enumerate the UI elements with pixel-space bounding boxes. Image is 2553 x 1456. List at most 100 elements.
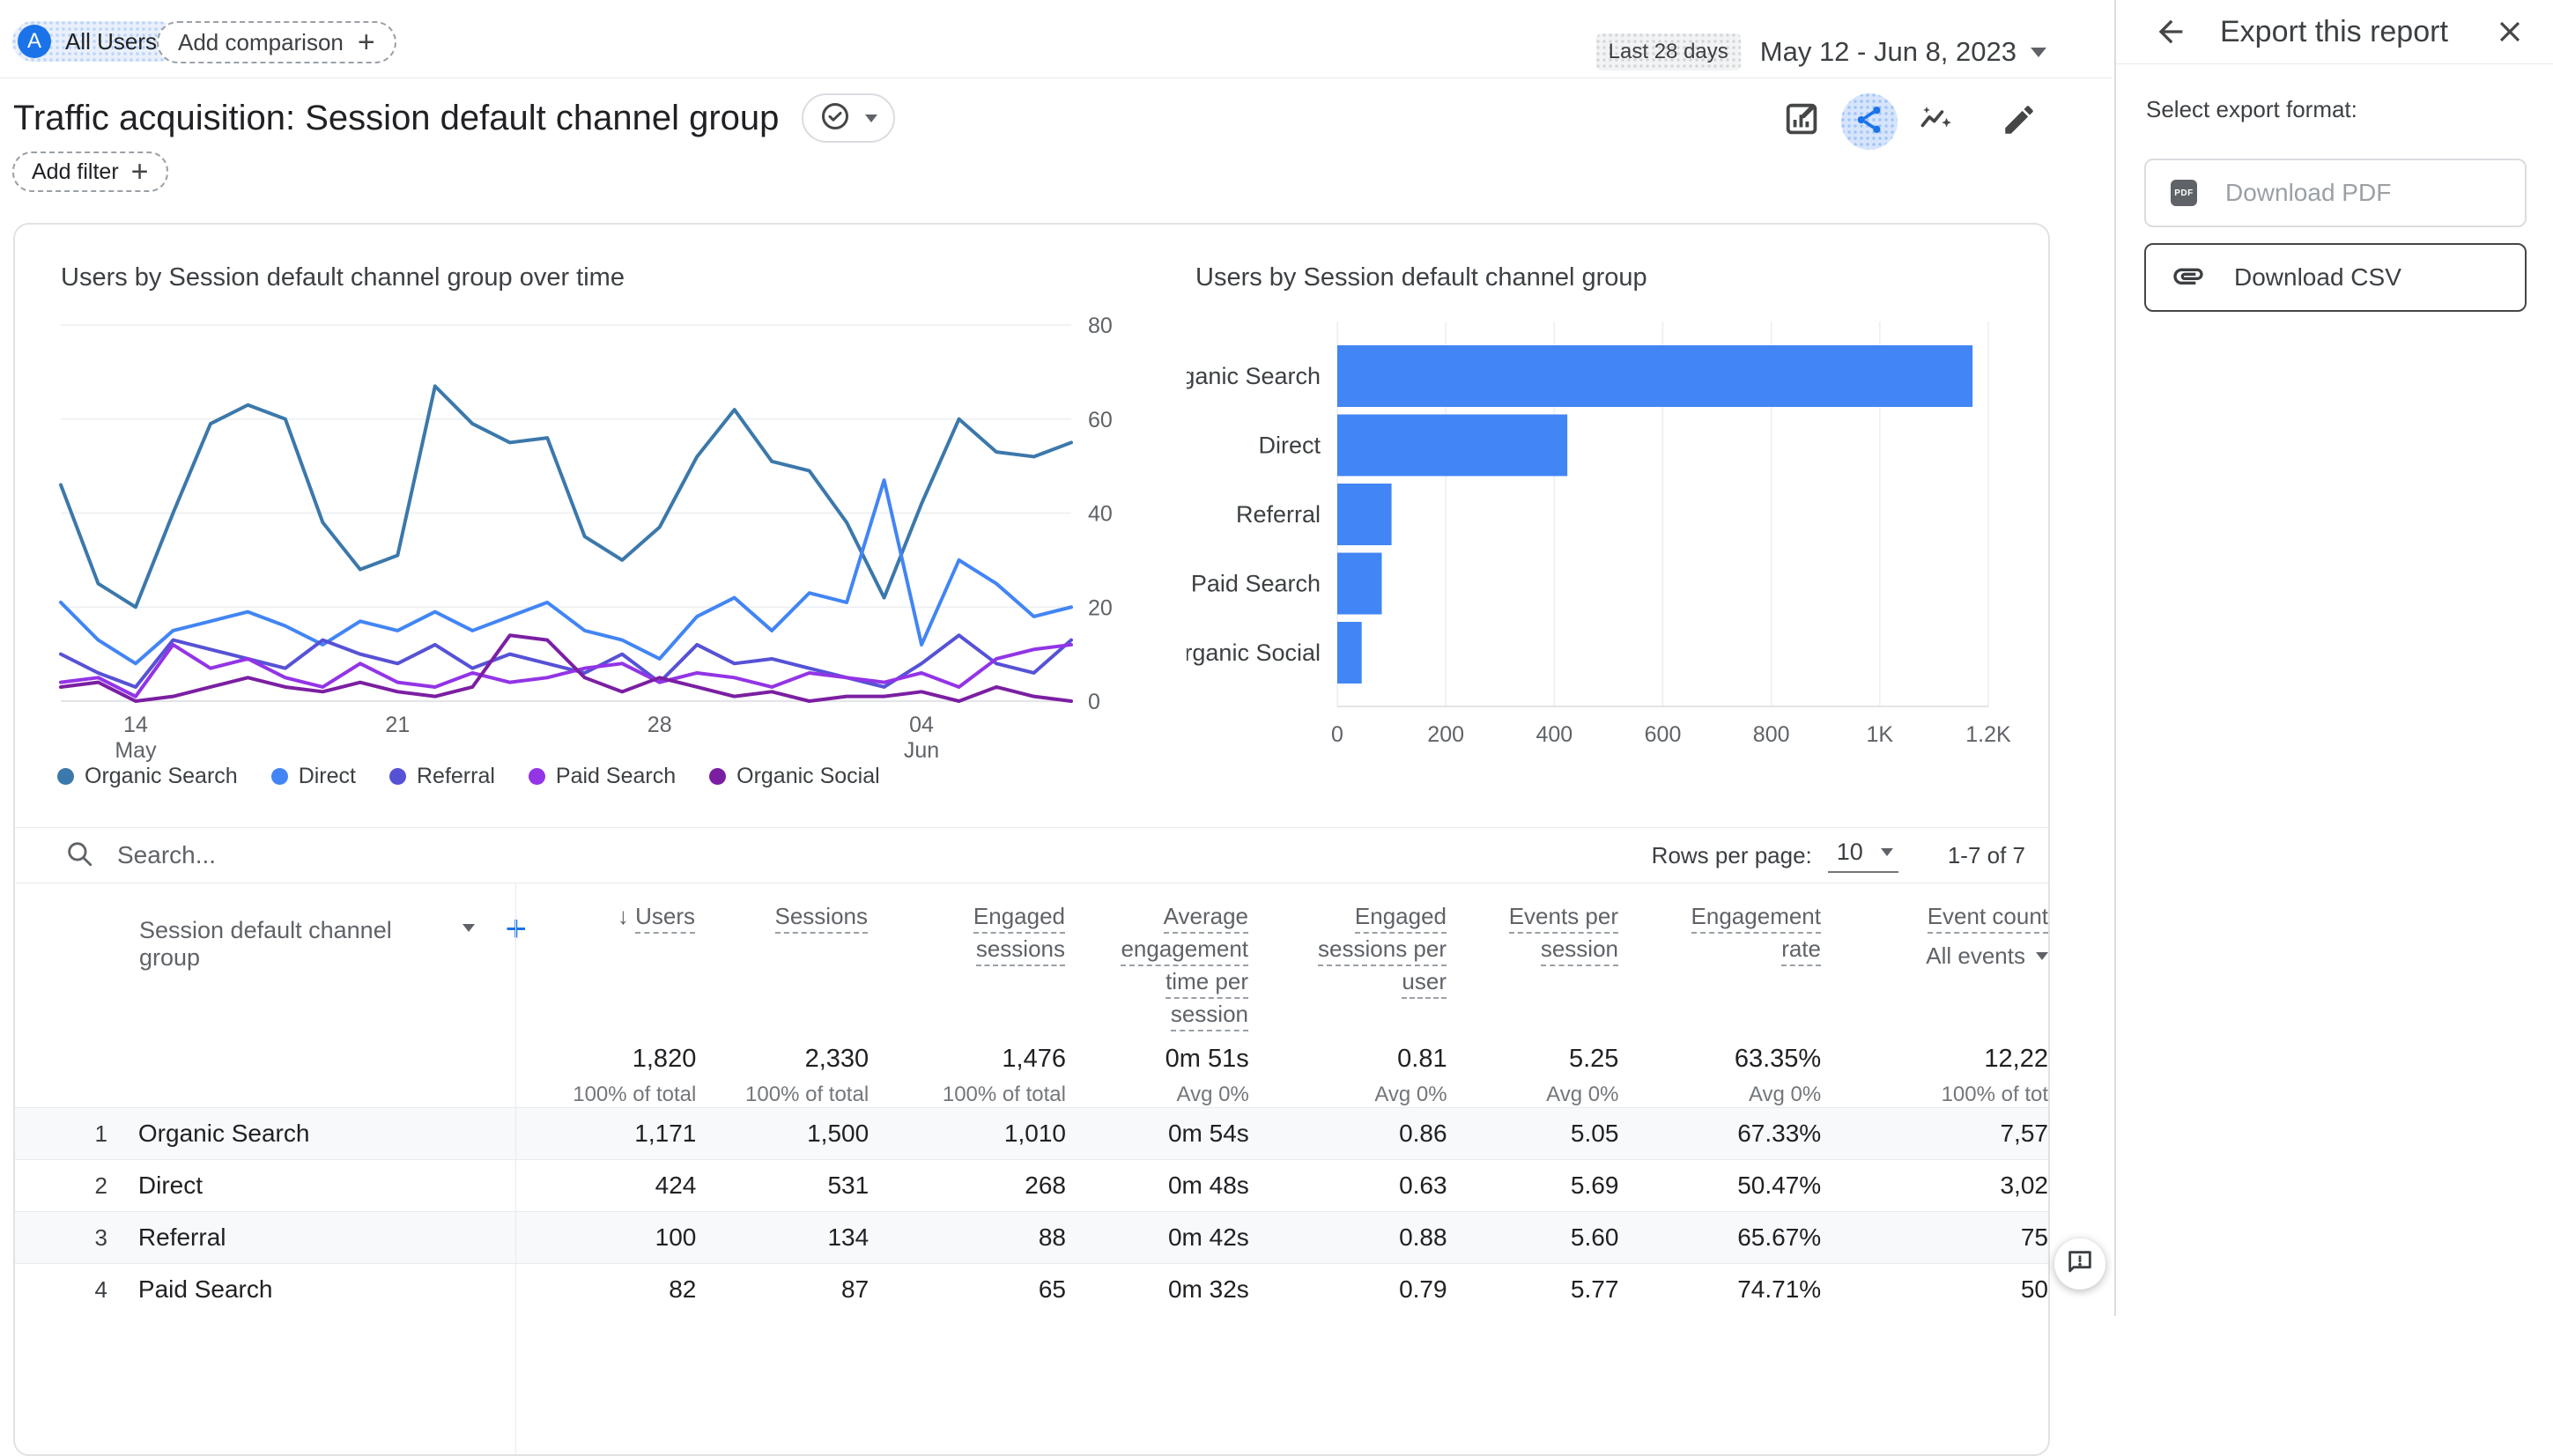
totals-cell: 2,330 100% of total [745, 1045, 870, 1106]
download-pdf-label: Download PDF [2225, 179, 2392, 206]
pdf-file-icon: PDF [2171, 180, 2197, 206]
dimension-header-dropdown[interactable]: Session default channel group + [15, 883, 527, 1032]
pencil-icon [2001, 101, 2038, 143]
table-column-divider [515, 883, 516, 1454]
legend-dot [389, 768, 406, 785]
chevron-down-icon [2031, 47, 2046, 57]
table-section: Rows per page: 10 1-7 of 7 Session defau… [15, 827, 2048, 1454]
svg-text:21: 21 [385, 713, 410, 737]
legend-item-organic-search: Organic Search [57, 764, 238, 789]
totals-cell: 5.25 Avg 0% [1546, 1045, 1619, 1106]
metric-value: 1,171 [634, 1120, 697, 1147]
totals-spacer [15, 1032, 529, 1107]
column-header-engagement-rate[interactable]: Engagement rate [1618, 883, 1821, 1032]
audience-chip-all-users[interactable]: A All Users [12, 21, 179, 62]
svg-text:200: 200 [1427, 722, 1464, 747]
chevron-down-icon [865, 114, 878, 122]
svg-text:1.2K: 1.2K [1965, 722, 2011, 747]
svg-text:1K: 1K [1867, 722, 1894, 747]
svg-text:60: 60 [1088, 408, 1113, 432]
svg-text:40: 40 [1088, 502, 1113, 527]
plus-icon: + [130, 155, 149, 188]
metric-value: 0m 42s [1167, 1223, 1249, 1251]
customize-report-button[interactable] [1781, 100, 1824, 143]
date-range-picker[interactable]: May 12 - Jun 8, 2023 [1760, 36, 2046, 68]
legend-item-organic-social: Organic Social [709, 764, 880, 789]
search-icon [64, 839, 94, 873]
svg-text:Direct: Direct [1258, 432, 1321, 459]
metric-value: 424 [655, 1171, 697, 1199]
column-header-line: user [1248, 968, 1447, 999]
metric-value: 0m 48s [1167, 1171, 1249, 1199]
svg-text:Organic Search: Organic Search [1187, 363, 1321, 389]
svg-text:80: 80 [1088, 314, 1113, 338]
column-header-engaged-sessions[interactable]: Engaged sessions [868, 883, 1065, 1032]
metric-headers: ↓ Users Sessions Engaged sessions Average eng… [527, 883, 2048, 1032]
rows-per-page-select[interactable]: 10 [1827, 838, 1898, 873]
metric-value: 0.79 [1399, 1275, 1447, 1303]
insights-button[interactable] [1915, 100, 1957, 143]
legend-dot [528, 768, 545, 785]
column-header-avg-engagement-time[interactable]: Average engagement time per session [1065, 883, 1248, 1032]
add-comparison-button[interactable]: Add comparison + [157, 21, 396, 63]
column-header-sessions[interactable]: Sessions [695, 883, 868, 1032]
table-search-row: Rows per page: 10 1-7 of 7 [15, 827, 2048, 883]
legend-label: Paid Search [555, 764, 677, 788]
column-header-line: ↓ Users [527, 903, 695, 934]
legend-item-referral: Referral [389, 764, 495, 789]
export-panel: Export this report Select export format:… [2114, 0, 2553, 1316]
customize-report-icon [1782, 100, 1823, 144]
metric-value: 67.33% [1737, 1120, 1822, 1147]
channel-name: Referral [137, 1223, 226, 1251]
column-header-users[interactable]: ↓ Users [527, 883, 695, 1032]
line-chart-title: Users by Session default channel group o… [61, 263, 625, 292]
metric-value: 134 [827, 1223, 870, 1251]
column-header-events-per-session[interactable]: Events per session [1447, 883, 1618, 1032]
search-input[interactable] [115, 840, 577, 870]
event-count-filter-dropdown[interactable]: All events [1926, 942, 2048, 970]
svg-text:20: 20 [1088, 595, 1113, 620]
legend-label: Organic Social [736, 764, 880, 788]
legend-item-paid-search: Paid Search [528, 764, 677, 789]
edit-report-button[interactable] [1998, 100, 2040, 143]
back-button[interactable] [2153, 14, 2188, 49]
metric-value: 100 [655, 1223, 697, 1251]
column-header-line: engagement [1065, 935, 1248, 966]
column-header-line: Average [1065, 903, 1248, 934]
chevron-down-icon [1880, 847, 1893, 856]
metric-value: 7,57 [2000, 1120, 2048, 1147]
column-header-engaged-sessions-per-user[interactable]: Engaged sessions per user [1248, 883, 1447, 1032]
metric-value: 0.63 [1399, 1171, 1447, 1199]
feedback-icon [2065, 1247, 2095, 1282]
close-button[interactable] [2493, 15, 2527, 48]
svg-text:14: 14 [123, 713, 148, 737]
export-panel-title: Export this report [2220, 14, 2448, 48]
rows-per-page-value: 10 [1836, 838, 1863, 865]
table-header-row: Session default channel group + ↓ UsersS… [15, 883, 2048, 1032]
add-filter-button[interactable]: Add filter + [12, 152, 168, 192]
report-validity-dropdown[interactable] [802, 93, 896, 143]
download-pdf-button[interactable]: PDF Download PDF [2144, 159, 2527, 227]
add-comparison-label: Add comparison [178, 28, 344, 55]
svg-text:0: 0 [1331, 722, 1343, 747]
column-header-line: Engaged [868, 903, 1065, 934]
pagination-range: 1-7 of 7 [1947, 841, 2025, 868]
totals-cell: 12,22 100% of tot [1941, 1045, 2048, 1106]
table-row-4: 4 Paid Search 82 87 65 0m 32s 0.79 5.77 74.71% 50 [15, 1263, 2048, 1315]
svg-text:600: 600 [1645, 722, 1682, 747]
download-csv-button[interactable]: Download CSV [2144, 243, 2527, 312]
metric-value: 65.67% [1737, 1223, 1822, 1251]
metric-value: 5.77 [1570, 1275, 1619, 1303]
legend-label: Organic Search [85, 764, 238, 788]
metric-value: 5.60 [1570, 1223, 1619, 1251]
share-report-button[interactable] [1841, 93, 1898, 150]
rows-per-page-label: Rows per page: [1651, 841, 1812, 868]
svg-text:0: 0 [1088, 690, 1100, 714]
column-header-event-count[interactable]: Event count All events [1821, 883, 2048, 1032]
svg-text:May: May [115, 738, 157, 762]
metric-value: 0m 54s [1167, 1120, 1249, 1147]
audience-label: All Users [65, 27, 158, 55]
svg-text:Jun: Jun [904, 738, 939, 762]
feedback-button[interactable] [2054, 1238, 2105, 1290]
